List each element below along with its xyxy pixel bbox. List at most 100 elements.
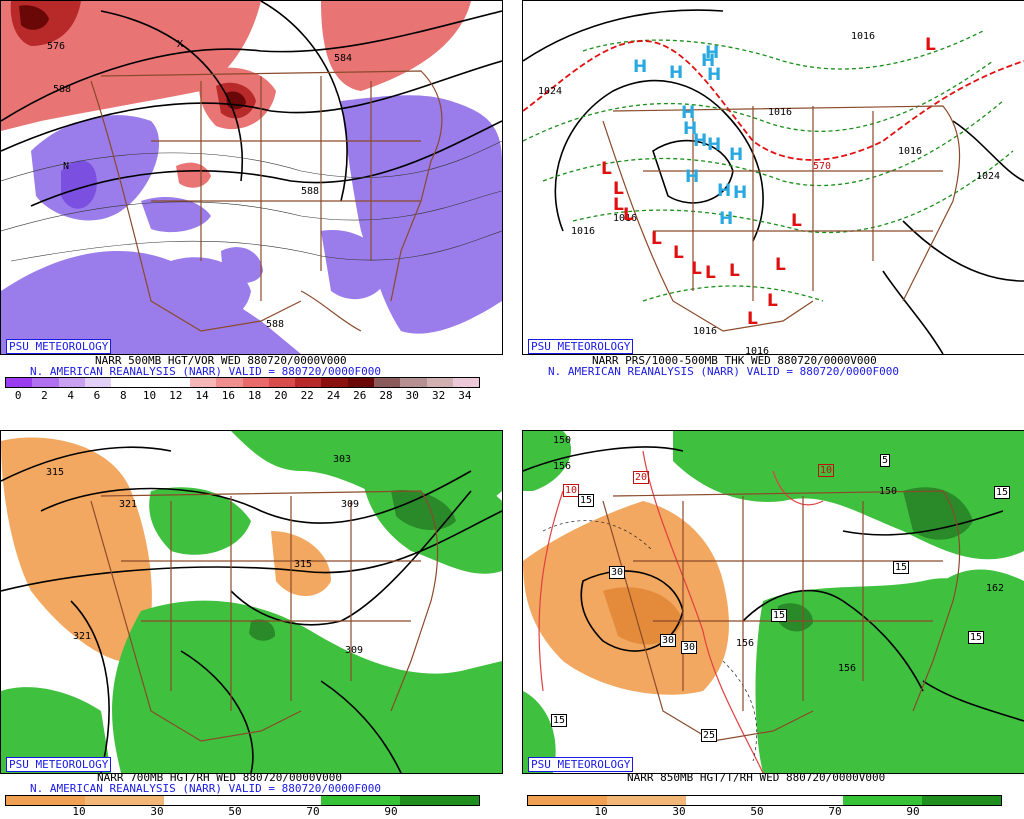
vorticity-max-marker: X <box>177 39 184 50</box>
colorbar-swatch <box>452 378 480 387</box>
temperature-label: 30 <box>660 634 677 647</box>
low-pressure-marker: L <box>747 309 758 329</box>
panel-500mb-hgt-vor: 576 588 584 588 588 N X PSU METEOROLOGY <box>0 0 503 355</box>
colorbar-tick-label: 16 <box>221 389 235 402</box>
colorbar-swatch <box>58 378 85 387</box>
contour-label: 150 <box>553 435 572 446</box>
colorbar-tick-label: 14 <box>195 389 209 402</box>
isobar-label: 1016 <box>693 326 718 337</box>
contour-label: 309 <box>341 499 360 510</box>
colorbar-swatch <box>321 378 348 387</box>
low-pressure-marker: L <box>601 159 612 179</box>
low-pressure-marker: L <box>613 179 624 199</box>
colorbar-tick-label: 10 <box>594 805 608 818</box>
colorbar-swatch <box>373 378 401 387</box>
temperature-label: 10 <box>818 464 835 477</box>
colorbar-tick-label: 24 <box>326 389 341 402</box>
colorbar-swatch <box>400 378 427 387</box>
colorbar-tick-label: 18 <box>248 389 262 402</box>
high-pressure-marker: H <box>719 209 734 229</box>
colorbar-tick-label: 50 <box>750 805 764 818</box>
psu-meteorology-badge: PSU METEOROLOGY <box>528 757 634 772</box>
contour-label: 303 <box>333 454 352 465</box>
high-pressure-marker: H <box>707 65 722 85</box>
colorbar-tick-label: 50 <box>228 805 242 818</box>
panel-850mb-hgt-t-rh: 150 156 150 156 156 162 10 20 30 30 15 1… <box>522 430 1024 774</box>
colorbar-tick-label: 28 <box>379 389 393 402</box>
colorbar-tick-label: 30 <box>405 389 419 402</box>
colorbar-swatch <box>189 378 217 387</box>
high-pressure-marker: H <box>633 57 648 77</box>
thickness-label: 570 <box>813 161 832 172</box>
isobar-label: 1016 <box>898 146 923 157</box>
caption-500mb-title: NARR 500MB HGT/VOR WED 880720/0000V000 <box>95 354 347 367</box>
colorbar-swatch <box>32 378 59 387</box>
colorbar-tick-label: 6 <box>93 389 101 402</box>
colorbar-swatch <box>84 796 164 805</box>
colorbar-swatch <box>242 378 269 387</box>
map-700mb <box>1 431 502 773</box>
colorbar-tick-label: 2 <box>41 389 48 402</box>
temperature-label: 5 <box>880 454 891 467</box>
colorbar-swatch <box>6 378 33 387</box>
colorbar-tick-label: 10 <box>142 389 157 402</box>
temperature-label: 15 <box>893 561 910 574</box>
high-pressure-marker: H <box>717 181 732 201</box>
colorbar-swatch <box>347 378 374 387</box>
temperature-label: 15 <box>968 631 985 644</box>
colorbar-tick-label: 26 <box>353 389 367 402</box>
contour-label: 588 <box>301 186 320 197</box>
isobar-label: 1016 <box>613 213 638 224</box>
contour-label: 309 <box>345 645 364 656</box>
temperature-label: 15 <box>578 494 595 507</box>
temperature-label: 30 <box>681 641 698 654</box>
caption-850mb-title: NARR 850MB HGT/T/RH WED 880720/0000V000 <box>627 771 886 784</box>
colorbar-tick-label: 34 <box>458 389 472 402</box>
colorbar-swatch <box>163 378 190 387</box>
high-pressure-marker: H <box>729 145 744 165</box>
colorbar-swatch <box>321 796 401 805</box>
contour-label: 156 <box>838 663 857 674</box>
low-pressure-marker: L <box>623 205 634 225</box>
colorbar-swatch <box>922 796 1001 805</box>
low-pressure-marker: L <box>775 255 786 275</box>
contour-label: 584 <box>334 53 353 64</box>
high-pressure-marker: H <box>681 103 696 123</box>
colorbar-tick-label: 20 <box>274 389 288 402</box>
colorbar-swatch <box>111 378 138 387</box>
colorbar-swatch <box>268 378 296 387</box>
colorbar-tick-label: 90 <box>384 805 398 818</box>
colorbar-tick-label: 32 <box>431 389 446 402</box>
isobar-label: 1016 <box>571 226 596 237</box>
caption-700mb-title: NARR 700MB HGT/RH WED 880720/0000V000 <box>97 771 343 784</box>
colorbar-swatch <box>843 796 923 805</box>
temperature-label: 15 <box>994 486 1011 499</box>
colorbar-tick-label: 10 <box>72 805 86 818</box>
caption-pressure-valid: N. AMERICAN REANALYSIS (NARR) VALID = 88… <box>548 365 899 378</box>
isobar-label: 1016 <box>768 107 793 118</box>
vorticity-colorbar <box>5 377 480 388</box>
low-pressure-marker: L <box>791 211 802 231</box>
colorbar-swatch <box>764 796 844 805</box>
colorbar-swatch <box>216 378 243 387</box>
temperature-label: 10 <box>563 484 580 497</box>
low-pressure-marker: L <box>673 243 684 263</box>
high-pressure-marker: H <box>693 131 708 151</box>
colorbar-swatch <box>137 378 164 387</box>
temperature-label: 15 <box>771 609 788 622</box>
low-pressure-marker: L <box>925 35 936 55</box>
high-pressure-marker: H <box>685 167 700 187</box>
colorbar-tick-label: 22 <box>300 389 314 402</box>
isobar-label: 1024 <box>538 86 563 97</box>
colorbar-swatch <box>528 796 607 805</box>
panel-700mb-hgt-rh: 315 321 309 303 315 321 309 PSU METEOROL… <box>0 430 503 774</box>
contour-label: 588 <box>53 84 72 95</box>
contour-label: 156 <box>553 461 572 472</box>
contour-label: 321 <box>73 631 92 642</box>
vorticity-min-marker: N <box>63 161 70 172</box>
colorbar-swatch <box>606 796 686 805</box>
psu-meteorology-badge: PSU METEOROLOGY <box>6 339 112 354</box>
map-850mb <box>523 431 1024 773</box>
psu-meteorology-badge: PSU METEOROLOGY <box>528 339 634 354</box>
colorbar-tick-label: 70 <box>828 805 842 818</box>
